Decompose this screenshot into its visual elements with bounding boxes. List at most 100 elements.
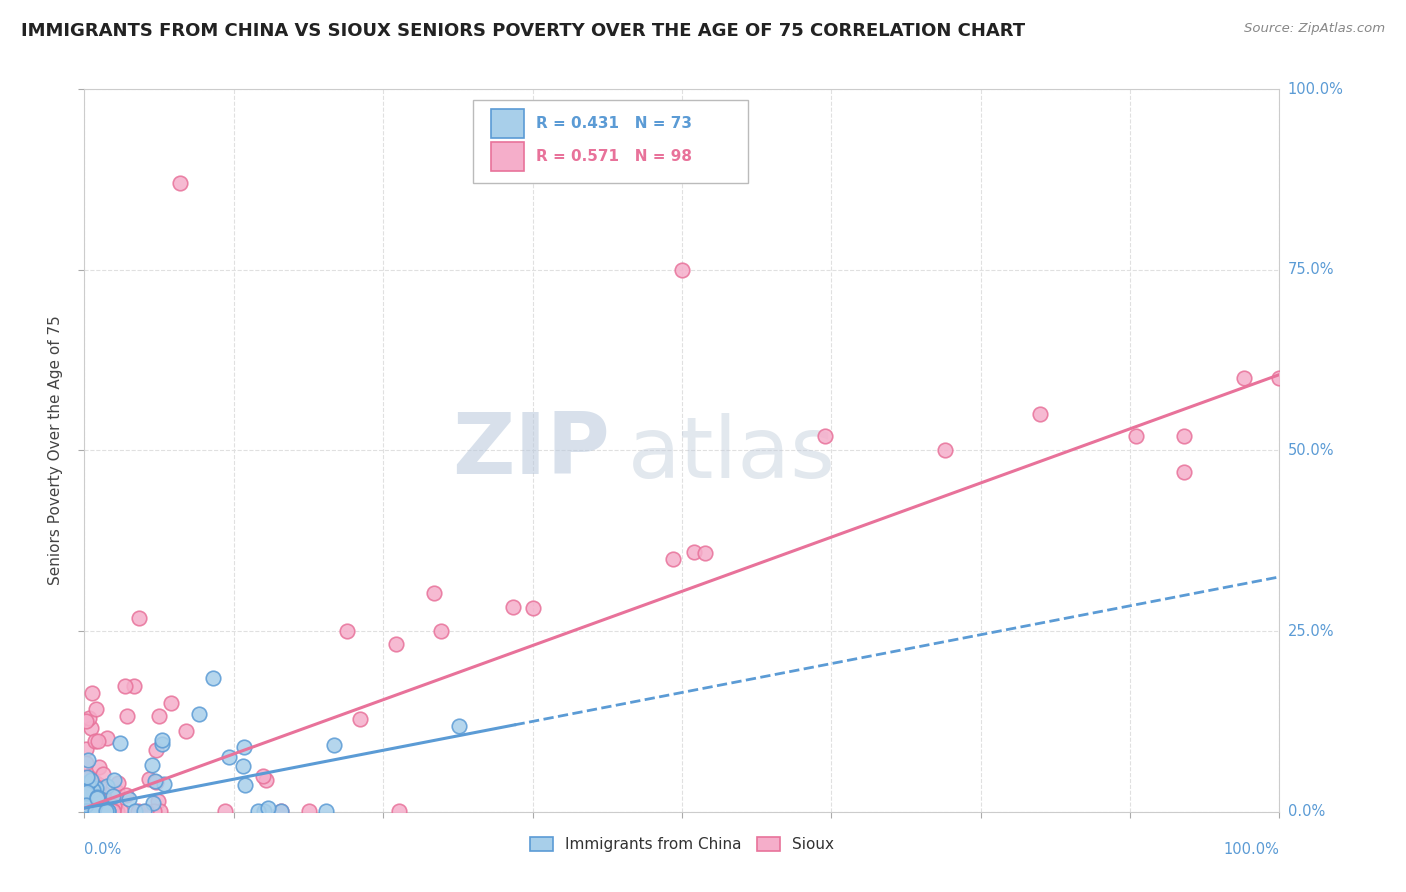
Point	[77, 804, 100, 818]
Point	[103, 772, 125, 787]
Point	[323, 738, 346, 752]
Point	[101, 804, 124, 818]
Point	[1173, 429, 1195, 443]
Point	[110, 736, 132, 750]
Point	[103, 798, 125, 813]
Point	[315, 804, 337, 818]
Point	[159, 696, 181, 710]
Point	[91, 767, 114, 781]
Point	[257, 801, 280, 815]
Point	[75, 804, 97, 818]
Point	[98, 804, 121, 818]
Point	[661, 552, 683, 566]
Point	[235, 778, 257, 792]
Point	[135, 804, 157, 818]
Point	[246, 804, 269, 818]
Point	[233, 739, 256, 754]
Point	[76, 796, 98, 810]
Point	[138, 772, 160, 786]
Point	[152, 777, 174, 791]
Point	[75, 798, 97, 813]
Point	[447, 719, 470, 733]
Point	[75, 804, 97, 818]
Point	[1029, 407, 1052, 421]
Point	[75, 800, 97, 814]
Point	[105, 785, 128, 799]
Point	[77, 771, 100, 785]
Point	[522, 601, 544, 615]
Point	[107, 804, 129, 818]
Point	[83, 804, 105, 818]
Point	[79, 804, 101, 818]
Point	[82, 783, 104, 797]
Point	[118, 791, 141, 805]
Point	[148, 709, 170, 723]
Point	[141, 757, 163, 772]
Point	[107, 775, 129, 789]
Point	[86, 790, 108, 805]
Point	[232, 759, 254, 773]
Point	[84, 775, 107, 789]
Text: 100.0%: 100.0%	[1288, 82, 1344, 96]
Point	[94, 804, 117, 818]
Point	[80, 773, 103, 788]
Point	[76, 804, 98, 818]
Point	[146, 794, 169, 808]
Point	[1268, 371, 1291, 385]
Point	[75, 776, 97, 790]
Point	[90, 804, 112, 818]
Point	[77, 804, 100, 818]
Point	[150, 737, 173, 751]
Point	[388, 804, 411, 818]
Point	[76, 804, 98, 818]
Point	[84, 804, 107, 818]
Text: 0.0%: 0.0%	[84, 842, 121, 857]
Point	[115, 709, 138, 723]
Point	[84, 702, 107, 716]
Point	[254, 772, 277, 787]
Point	[90, 800, 112, 814]
FancyBboxPatch shape	[472, 100, 748, 183]
Point	[83, 782, 105, 797]
Y-axis label: Seniors Poverty Over the Age of 75: Seniors Poverty Over the Age of 75	[48, 316, 63, 585]
Point	[79, 781, 101, 796]
Point	[76, 785, 98, 799]
Point	[79, 804, 101, 818]
Point	[75, 741, 97, 756]
Point	[77, 804, 100, 818]
Point	[75, 756, 97, 770]
Point	[84, 804, 107, 818]
Text: Source: ZipAtlas.com: Source: ZipAtlas.com	[1244, 22, 1385, 36]
Text: R = 0.431   N = 73: R = 0.431 N = 73	[536, 116, 692, 130]
Point	[142, 797, 165, 811]
Point	[76, 804, 98, 818]
Point	[83, 804, 105, 818]
Point	[77, 754, 100, 768]
Point	[87, 760, 110, 774]
Point	[80, 686, 103, 700]
Point	[77, 804, 100, 818]
Point	[87, 777, 110, 791]
Point	[84, 734, 107, 748]
Point	[114, 679, 136, 693]
Point	[97, 804, 120, 818]
Point	[76, 804, 98, 818]
Point	[128, 611, 150, 625]
Point	[96, 804, 118, 818]
Point	[150, 733, 173, 747]
Point	[214, 804, 236, 818]
Point	[145, 775, 167, 789]
Point	[86, 804, 108, 818]
Point	[84, 804, 107, 818]
Point	[77, 776, 100, 790]
Point	[96, 779, 118, 793]
Point	[76, 783, 98, 797]
Point	[84, 781, 107, 796]
Point	[84, 804, 107, 818]
Point	[110, 804, 132, 818]
Point	[1173, 465, 1195, 479]
Point	[76, 804, 98, 818]
Point	[671, 262, 693, 277]
Point	[695, 546, 717, 560]
Point	[86, 785, 108, 799]
